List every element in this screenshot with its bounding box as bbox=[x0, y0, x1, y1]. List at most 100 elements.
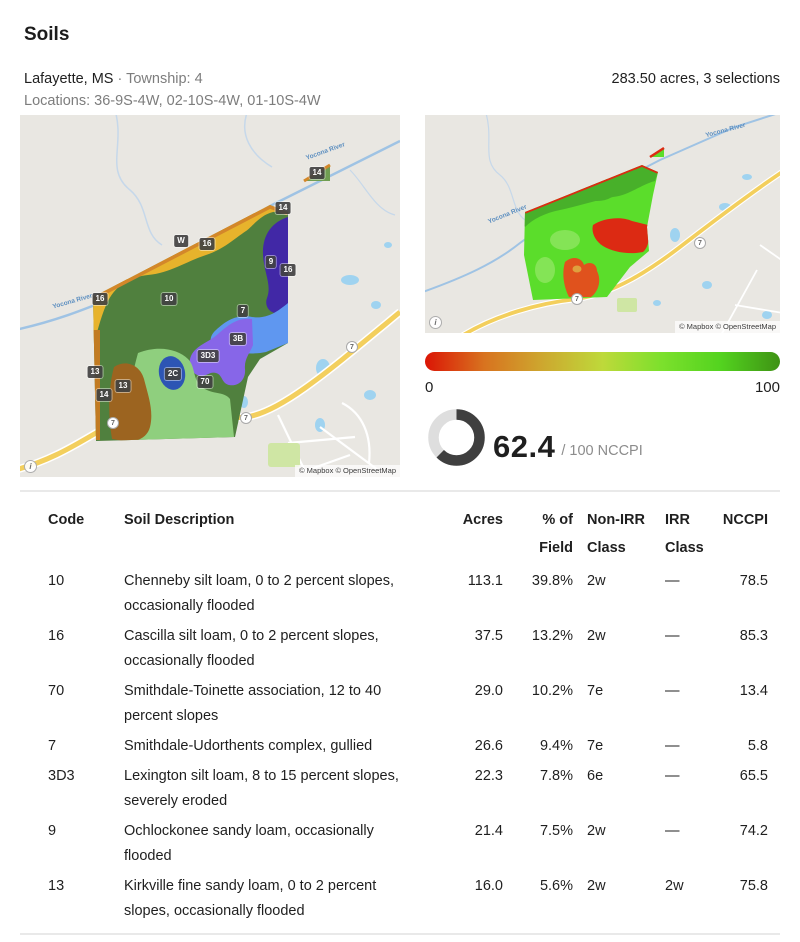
cell-code: 13 bbox=[48, 878, 65, 894]
nccpi-gauge: 62.4 / 100 NCCPI bbox=[428, 409, 643, 466]
cell-description: Smithdale-Udorthents complex, gullied bbox=[124, 738, 373, 754]
cell-pct: 13.2% bbox=[531, 628, 573, 644]
soil-code-chip: 14 bbox=[275, 202, 291, 214]
soil-table: Code Soil Description Acres % of Field No… bbox=[28, 506, 768, 929]
nccpi-map[interactable]: Yocona River Yocona River 7 7 i © Mapbox… bbox=[425, 115, 780, 333]
nccpi-scale-bar bbox=[425, 352, 780, 371]
col-header-code: Code bbox=[48, 512, 85, 528]
nccpi-scale-min: 0 bbox=[425, 379, 434, 396]
cell-nccpi: 78.5 bbox=[739, 573, 768, 589]
cell-irr: — bbox=[665, 628, 680, 644]
cell-nccpi: 85.3 bbox=[739, 628, 768, 644]
soil-code-chip: 16 bbox=[199, 238, 215, 250]
cell-non-irr: 2w bbox=[587, 628, 606, 644]
col-header-irr: IRR Class bbox=[665, 512, 704, 556]
cell-irr: — bbox=[665, 823, 680, 839]
cell-description: Cascilla silt loam, 0 to 2 percent slope… bbox=[124, 628, 379, 669]
township-label: · Township: 4 bbox=[117, 71, 203, 87]
section-locations: Locations: 36-9S-4W, 02-10S-4W, 01-10S-4… bbox=[24, 93, 321, 109]
cell-nccpi: 13.4 bbox=[739, 683, 768, 699]
soil-code-chip: 7 bbox=[237, 305, 249, 317]
section-divider bbox=[20, 933, 780, 935]
soil-code-chip: 14 bbox=[309, 167, 325, 179]
map-info-icon[interactable]: i bbox=[24, 460, 37, 473]
col-header-nccpi: NCCPI bbox=[722, 512, 768, 528]
cell-code: 3D3 bbox=[48, 768, 75, 784]
table-header-row: Code Soil Description Acres % of Field No… bbox=[28, 506, 768, 562]
cell-irr: 2w bbox=[665, 878, 684, 894]
soil-code-chip: 3B bbox=[229, 333, 247, 345]
cell-pct: 7.5% bbox=[539, 823, 573, 839]
soil-code-chip: W bbox=[174, 235, 188, 247]
cell-pct: 7.8% bbox=[539, 768, 573, 784]
table-row: 70 Smithdale-Toinette association, 12 to… bbox=[28, 679, 768, 729]
soil-code-chip: 10 bbox=[161, 293, 177, 305]
highway-shield: 7 bbox=[240, 412, 252, 424]
acreage-summary: 283.50 acres, 3 selections bbox=[611, 71, 780, 87]
highway-shield: 7 bbox=[346, 341, 358, 353]
map-info-icon[interactable]: i bbox=[429, 316, 442, 329]
table-row: 7 Smithdale-Udorthents complex, gullied … bbox=[28, 734, 768, 759]
cell-pct: 9.4% bbox=[539, 738, 573, 754]
section-divider bbox=[20, 490, 780, 492]
soil-map[interactable]: Yocona River Yocona River 14 14 W 16 9 1… bbox=[20, 115, 400, 477]
cell-code: 16 bbox=[48, 628, 65, 644]
highway-shield: 7 bbox=[571, 293, 583, 305]
soil-code-chip: 2C bbox=[164, 368, 182, 380]
cell-pct: 5.6% bbox=[539, 878, 573, 894]
page-title: Soils bbox=[24, 24, 70, 45]
cell-pct: 39.8% bbox=[531, 573, 573, 589]
map-attribution[interactable]: © Mapbox © OpenStreetMap bbox=[675, 320, 780, 333]
cell-nccpi: 75.8 bbox=[739, 878, 768, 894]
cell-code: 9 bbox=[48, 823, 57, 839]
cell-code: 70 bbox=[48, 683, 65, 699]
soil-code-chip: 13 bbox=[115, 380, 131, 392]
table-row: 9 Ochlockonee sandy loam, occasionally f… bbox=[28, 819, 768, 869]
soil-code-chip: 13 bbox=[87, 366, 103, 378]
cell-acres: 26.6 bbox=[474, 738, 503, 754]
cell-non-irr: 2w bbox=[587, 878, 606, 894]
soil-code-chip: 70 bbox=[197, 376, 213, 388]
soil-code-chip: 16 bbox=[92, 293, 108, 305]
cell-non-irr: 6e bbox=[587, 768, 604, 784]
county-state: Lafayette, MS bbox=[24, 71, 114, 87]
location-summary: Lafayette, MS · Township: 4 bbox=[24, 71, 203, 87]
col-header-acres: Acres bbox=[462, 512, 503, 528]
cell-irr: — bbox=[665, 573, 680, 589]
cell-acres: 29.0 bbox=[474, 683, 503, 699]
cell-non-irr: 7e bbox=[587, 738, 604, 754]
cell-pct: 10.2% bbox=[531, 683, 573, 699]
cell-irr: — bbox=[665, 768, 680, 784]
cell-description: Smithdale-Toinette association, 12 to 40… bbox=[124, 683, 382, 724]
nccpi-value-suffix: / 100 NCCPI bbox=[561, 443, 643, 459]
cell-non-irr: 2w bbox=[587, 823, 606, 839]
table-row: 3D3 Lexington silt loam, 8 to 15 percent… bbox=[28, 764, 768, 814]
nccpi-value: 62.4 bbox=[493, 429, 556, 464]
cell-description: Chenneby silt loam, 0 to 2 percent slope… bbox=[124, 573, 395, 614]
cell-description: Ochlockonee sandy loam, occasionally flo… bbox=[124, 823, 374, 864]
soil-code-chip: 16 bbox=[280, 264, 296, 276]
cell-acres: 22.3 bbox=[474, 768, 503, 784]
cell-acres: 21.4 bbox=[474, 823, 503, 839]
cell-nccpi: 65.5 bbox=[739, 768, 768, 784]
col-header-pct: % of Field bbox=[539, 512, 573, 556]
soil-code-chip: 3D3 bbox=[197, 350, 219, 362]
cell-nccpi: 5.8 bbox=[747, 738, 768, 754]
cell-non-irr: 7e bbox=[587, 683, 604, 699]
cell-acres: 16.0 bbox=[474, 878, 503, 894]
cell-description: Kirkville fine sandy loam, 0 to 2 percen… bbox=[124, 878, 377, 919]
table-row: 13 Kirkville fine sandy loam, 0 to 2 per… bbox=[28, 874, 768, 924]
table-row: 16 Cascilla silt loam, 0 to 2 percent sl… bbox=[28, 624, 768, 674]
highway-shield: 7 bbox=[694, 237, 706, 249]
cell-description: Lexington silt loam, 8 to 15 percent slo… bbox=[124, 768, 399, 809]
nccpi-map-canvas bbox=[425, 115, 780, 333]
cell-code: 7 bbox=[48, 738, 57, 754]
cell-code: 10 bbox=[48, 573, 65, 589]
col-header-non-irr: Non-IRR Class bbox=[587, 512, 645, 556]
cell-irr: — bbox=[665, 738, 680, 754]
cell-nccpi: 74.2 bbox=[739, 823, 768, 839]
map-attribution[interactable]: © Mapbox © OpenStreetMap bbox=[295, 464, 400, 477]
nccpi-donut bbox=[428, 409, 485, 466]
cell-acres: 113.1 bbox=[467, 573, 503, 589]
col-header-description: Soil Description bbox=[124, 512, 235, 528]
